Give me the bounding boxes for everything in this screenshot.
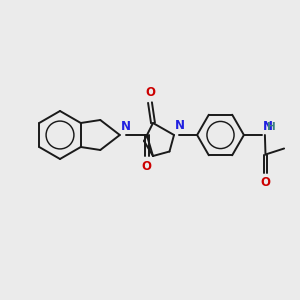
Text: N: N	[121, 121, 131, 134]
Text: N: N	[175, 119, 184, 132]
Text: O: O	[145, 86, 155, 99]
Text: O: O	[260, 176, 271, 189]
Text: O: O	[142, 160, 152, 172]
Text: H: H	[266, 122, 275, 132]
Text: N: N	[262, 120, 272, 133]
